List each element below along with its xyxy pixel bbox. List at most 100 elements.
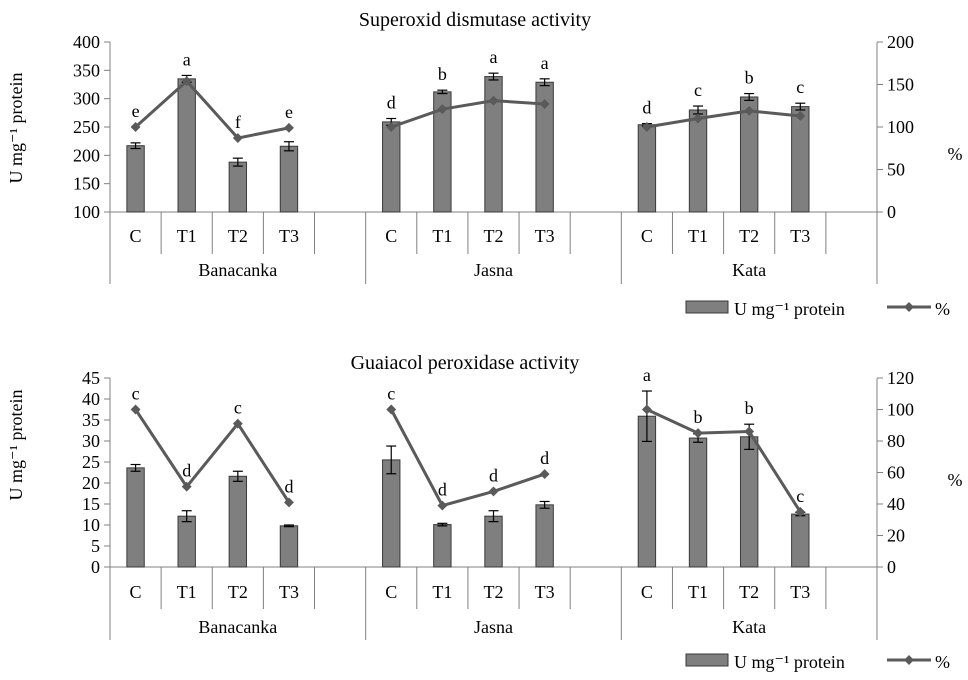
y-tick-label: 0 bbox=[91, 557, 100, 577]
percent-marker bbox=[539, 99, 550, 109]
y-tick-label: 45 bbox=[82, 368, 100, 388]
bar bbox=[126, 145, 145, 213]
bar bbox=[228, 161, 248, 213]
significance-letter: d bbox=[642, 98, 651, 118]
category-label: T1 bbox=[177, 226, 197, 246]
significance-letter: b bbox=[694, 407, 703, 427]
category-label: T1 bbox=[432, 582, 452, 602]
percent-marker bbox=[130, 404, 141, 415]
y-tick-label: 5 bbox=[91, 536, 100, 556]
percent-marker bbox=[232, 133, 243, 143]
significance-letter: e bbox=[132, 101, 140, 121]
percent-marker bbox=[744, 426, 755, 437]
percent-marker bbox=[641, 122, 652, 132]
y-tick-label: 25 bbox=[82, 452, 100, 472]
y-tick-label: 30 bbox=[82, 431, 100, 451]
group-label: Banacanka bbox=[198, 260, 277, 280]
bar bbox=[228, 475, 248, 568]
percent-line bbox=[390, 99, 545, 129]
bar bbox=[688, 109, 708, 213]
y-tick-label: 300 bbox=[73, 89, 100, 109]
y2-tick-label: 120 bbox=[887, 368, 914, 388]
y-axis-label: U mg⁻¹ protein bbox=[6, 73, 26, 184]
category-label: T3 bbox=[535, 226, 555, 246]
legend-line-marker bbox=[904, 655, 914, 665]
percent-line bbox=[389, 408, 546, 508]
percent-marker bbox=[232, 418, 243, 429]
bar bbox=[791, 106, 810, 213]
significance-letter: a bbox=[490, 47, 498, 67]
y2-tick-label: 0 bbox=[887, 202, 896, 222]
category-label: T1 bbox=[432, 226, 452, 246]
category-label: C bbox=[385, 582, 397, 602]
significance-letter: a bbox=[183, 49, 191, 69]
percent-line bbox=[134, 78, 290, 140]
y-axis-label: U mg⁻¹ protein bbox=[6, 390, 26, 501]
percent-marker bbox=[641, 404, 652, 415]
legend-bar-label: U mg⁻¹ protein bbox=[734, 299, 845, 319]
category-label: T2 bbox=[228, 226, 248, 246]
y2-axis-label: % bbox=[948, 470, 963, 490]
group-label: Banacanka bbox=[198, 617, 277, 637]
bar bbox=[279, 525, 299, 568]
y-tick-label: 15 bbox=[82, 494, 100, 514]
y-tick-label: 150 bbox=[73, 174, 100, 194]
category-label: T1 bbox=[688, 226, 708, 246]
category-label: C bbox=[641, 582, 653, 602]
category-label: T1 bbox=[688, 582, 708, 602]
category-label: T3 bbox=[535, 582, 555, 602]
legend-bar-label: U mg⁻¹ protein bbox=[734, 652, 845, 672]
significance-letter: b bbox=[745, 68, 754, 88]
bar bbox=[637, 124, 657, 213]
bar bbox=[126, 467, 145, 568]
percent-marker bbox=[693, 113, 703, 124]
y2-tick-label: 80 bbox=[887, 431, 905, 451]
significance-letter: b bbox=[438, 64, 447, 84]
significance-letter: f bbox=[235, 112, 241, 132]
y-tick-label: 350 bbox=[73, 60, 100, 80]
y-tick-label: 400 bbox=[73, 32, 100, 52]
y2-tick-label: 100 bbox=[887, 117, 914, 137]
significance-letter: e bbox=[285, 102, 293, 122]
category-label: T2 bbox=[228, 582, 248, 602]
y-tick-label: 40 bbox=[82, 389, 100, 409]
category-label: T1 bbox=[177, 582, 197, 602]
percent-line bbox=[646, 109, 801, 129]
y-tick-label: 20 bbox=[82, 473, 100, 493]
legend-line-marker bbox=[904, 302, 914, 312]
bar bbox=[382, 459, 401, 568]
percent-marker bbox=[693, 428, 703, 439]
significance-letter: c bbox=[132, 384, 140, 404]
significance-letter: c bbox=[694, 80, 702, 100]
percent-marker bbox=[437, 500, 448, 511]
y2-tick-label: 50 bbox=[887, 160, 905, 180]
y-tick-label: 35 bbox=[82, 410, 100, 430]
percent-marker bbox=[488, 486, 499, 497]
group-label: Jasna bbox=[474, 617, 513, 637]
y-tick-label: 200 bbox=[73, 145, 100, 165]
percent-marker bbox=[386, 404, 397, 415]
bar bbox=[484, 515, 503, 568]
percent-marker bbox=[284, 122, 294, 133]
significance-letter: b bbox=[745, 398, 754, 418]
bar bbox=[382, 121, 401, 213]
y2-tick-label: 20 bbox=[887, 526, 905, 546]
percent-line bbox=[646, 408, 802, 513]
y2-tick-label: 0 bbox=[887, 557, 896, 577]
percent-marker bbox=[795, 111, 806, 121]
percent-marker bbox=[744, 105, 755, 116]
category-label: C bbox=[130, 226, 142, 246]
legend-line-label: % bbox=[935, 652, 950, 672]
bar bbox=[791, 513, 810, 568]
significance-letter: d bbox=[387, 93, 396, 113]
percent-marker bbox=[539, 469, 550, 480]
significance-letter: d bbox=[182, 461, 191, 481]
category-label: C bbox=[641, 226, 653, 246]
percent-marker bbox=[130, 122, 141, 132]
significance-letter: a bbox=[541, 53, 549, 73]
chart-title: Superoxid dismutase activity bbox=[359, 9, 591, 31]
bar bbox=[433, 524, 452, 568]
percent-marker bbox=[284, 497, 294, 508]
